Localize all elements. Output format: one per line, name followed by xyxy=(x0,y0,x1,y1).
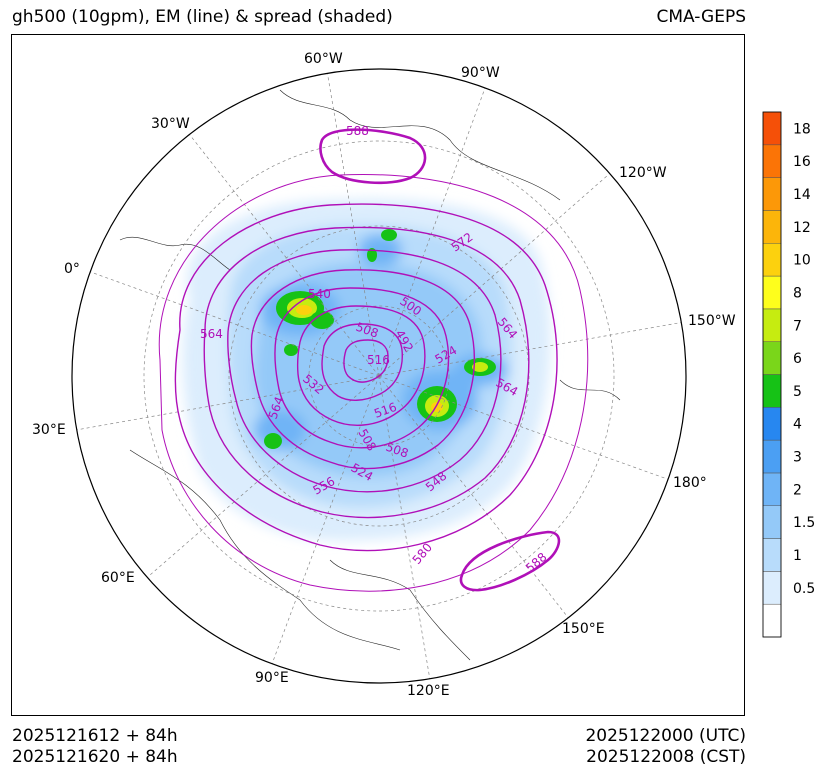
colorbar-segment xyxy=(762,111,782,146)
lon-label: 120°E xyxy=(407,683,450,699)
contour-564 xyxy=(174,203,558,552)
lon-label: 150°W xyxy=(688,313,736,329)
colorbar-segment xyxy=(762,505,782,539)
spread-max-4 xyxy=(310,311,334,329)
contour-556 xyxy=(203,226,530,519)
valid-time-utc: 2025122000 (UTC) xyxy=(585,726,746,746)
spread-max-1c xyxy=(296,305,312,315)
lon-label: 90°W xyxy=(461,65,500,81)
contour-524 xyxy=(296,305,426,426)
contour-label: 564 xyxy=(200,327,223,341)
map-frame xyxy=(11,34,745,716)
contour-label: 588 xyxy=(346,124,369,138)
lon-label: 120°W xyxy=(619,165,667,181)
init-time-cst: 2025121620 + 84h xyxy=(12,747,178,767)
colorbar-segment xyxy=(762,472,782,506)
colorbar-segment xyxy=(762,341,782,375)
colorbar-tick-label: 1.5 xyxy=(793,515,815,531)
colorbar-tick-label: 5 xyxy=(793,384,802,400)
contour-label: 516 xyxy=(367,353,390,367)
colorbar-tick-label: 16 xyxy=(793,154,811,170)
contour-580 xyxy=(158,173,589,592)
contours xyxy=(158,128,589,592)
colorbar-segment xyxy=(762,538,782,572)
colorbar-tick-label: 18 xyxy=(793,121,811,137)
colorbar-frame xyxy=(762,111,782,638)
contour-588-south xyxy=(459,530,561,592)
spread-shading xyxy=(182,198,551,541)
colorbar-segment xyxy=(762,210,782,244)
contour-540 xyxy=(250,269,475,470)
colorbar: 0.5 1 1.5 2 3 4 5 6 7 8 10 12 14 16 18 xyxy=(762,111,815,638)
footer-left: 2025121612 + 84h 2025121620 + 84h xyxy=(12,726,178,768)
spread-max-3b xyxy=(472,362,488,372)
colorbar-segment xyxy=(762,275,782,310)
spread-max-8 xyxy=(284,344,298,356)
chart-title: gh500 (10gpm), EM (line) & spread (shade… xyxy=(12,7,393,27)
colorbar-segment xyxy=(762,144,782,178)
init-time-utc: 2025121612 + 84h xyxy=(12,726,178,746)
colorbar-segment xyxy=(762,571,782,605)
colorbar-tick-label: 1 xyxy=(793,548,802,564)
lon-label: 60°W xyxy=(304,51,343,67)
contour-label: 580 xyxy=(410,540,435,567)
colorbar-tick-label: 2 xyxy=(793,482,802,498)
colorbar-tick-label: 10 xyxy=(793,253,811,269)
contour-508 xyxy=(343,339,389,383)
colorbar-segment xyxy=(762,603,782,638)
colorbar-tick-label: 12 xyxy=(793,220,811,236)
coastlines xyxy=(119,89,621,661)
contour-label: 540 xyxy=(308,287,331,301)
colorbar-segment xyxy=(762,374,782,408)
lon-label: 150°E xyxy=(562,621,605,637)
colorbar-tick-label: 6 xyxy=(793,351,802,367)
colorbar-tick-label: 8 xyxy=(793,285,802,301)
contour-516 xyxy=(321,323,403,401)
spread-max-5 xyxy=(264,433,282,449)
colorbar-tick-label: 0.5 xyxy=(793,581,815,597)
spread-max-6 xyxy=(381,229,397,241)
lon-label: 180° xyxy=(673,475,707,491)
spread-max-7 xyxy=(367,248,377,262)
contour-532 xyxy=(274,287,450,449)
colorbar-tick-label: 7 xyxy=(793,318,802,334)
contour-548 xyxy=(227,249,502,493)
lon-label: 60°E xyxy=(101,570,135,586)
colorbar-tick-label: 4 xyxy=(793,417,802,433)
lon-label: 90°E xyxy=(255,670,289,686)
lon-label: 30°W xyxy=(151,116,190,132)
colorbar-tick-label: 14 xyxy=(793,187,811,203)
colorbar-segment xyxy=(762,177,782,211)
colorbar-tick-label: 3 xyxy=(793,450,802,466)
map-boundary xyxy=(71,68,687,684)
colorbar-segment xyxy=(762,243,782,277)
footer-right: 2025122000 (UTC) 2025122008 (CST) xyxy=(585,726,746,768)
colorbar-segment xyxy=(762,439,782,474)
colorbar-segment xyxy=(762,308,782,342)
longitude-labels: 60°W 90°W 30°W 120°W 0° 150°W 30°E 180° … xyxy=(32,51,736,699)
contour-588-north xyxy=(319,128,427,185)
lon-label: 30°E xyxy=(32,422,66,438)
colorbar-segment xyxy=(762,407,782,441)
lon-label: 0° xyxy=(64,261,80,277)
valid-time-cst: 2025122008 (CST) xyxy=(586,747,746,767)
contour-label: 588 xyxy=(523,550,550,575)
model-name: CMA-GEPS xyxy=(656,7,746,27)
